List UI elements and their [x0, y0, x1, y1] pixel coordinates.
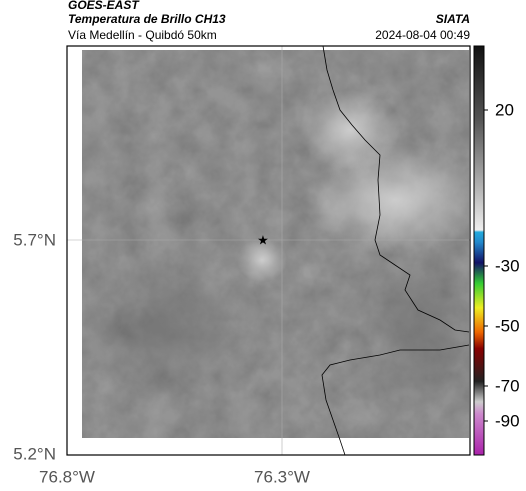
lon-label: 76.8°W	[39, 467, 95, 486]
border-line	[321, 45, 470, 456]
lat-label: 5.7°N	[13, 230, 56, 249]
colorbar-tick-label: -90	[495, 411, 520, 430]
product: Temperatura de Brillo CH13	[68, 12, 226, 26]
satellite: GOES-EAST	[68, 0, 140, 12]
source: SIATA	[436, 12, 470, 26]
satellite-image	[82, 50, 469, 438]
lon-label: 76.3°W	[254, 467, 310, 486]
colorbar	[473, 45, 485, 456]
colorbar-tick-label: -70	[495, 376, 520, 395]
colorbar-tick-label: -30	[495, 256, 520, 275]
colorbar-ticks: 20 -30 -50 -70 -90	[484, 100, 520, 430]
region: Vía Medellín - Quibdó 50km	[68, 28, 217, 42]
lat-label: 5.2°N	[13, 444, 56, 463]
map-frame	[66, 45, 471, 456]
colorbar-tick-label: -50	[495, 316, 520, 335]
colorbar-tick-label: 20	[495, 100, 514, 119]
datetime: 2024-08-04 00:49	[375, 28, 470, 42]
location-star: ★	[257, 232, 269, 247]
